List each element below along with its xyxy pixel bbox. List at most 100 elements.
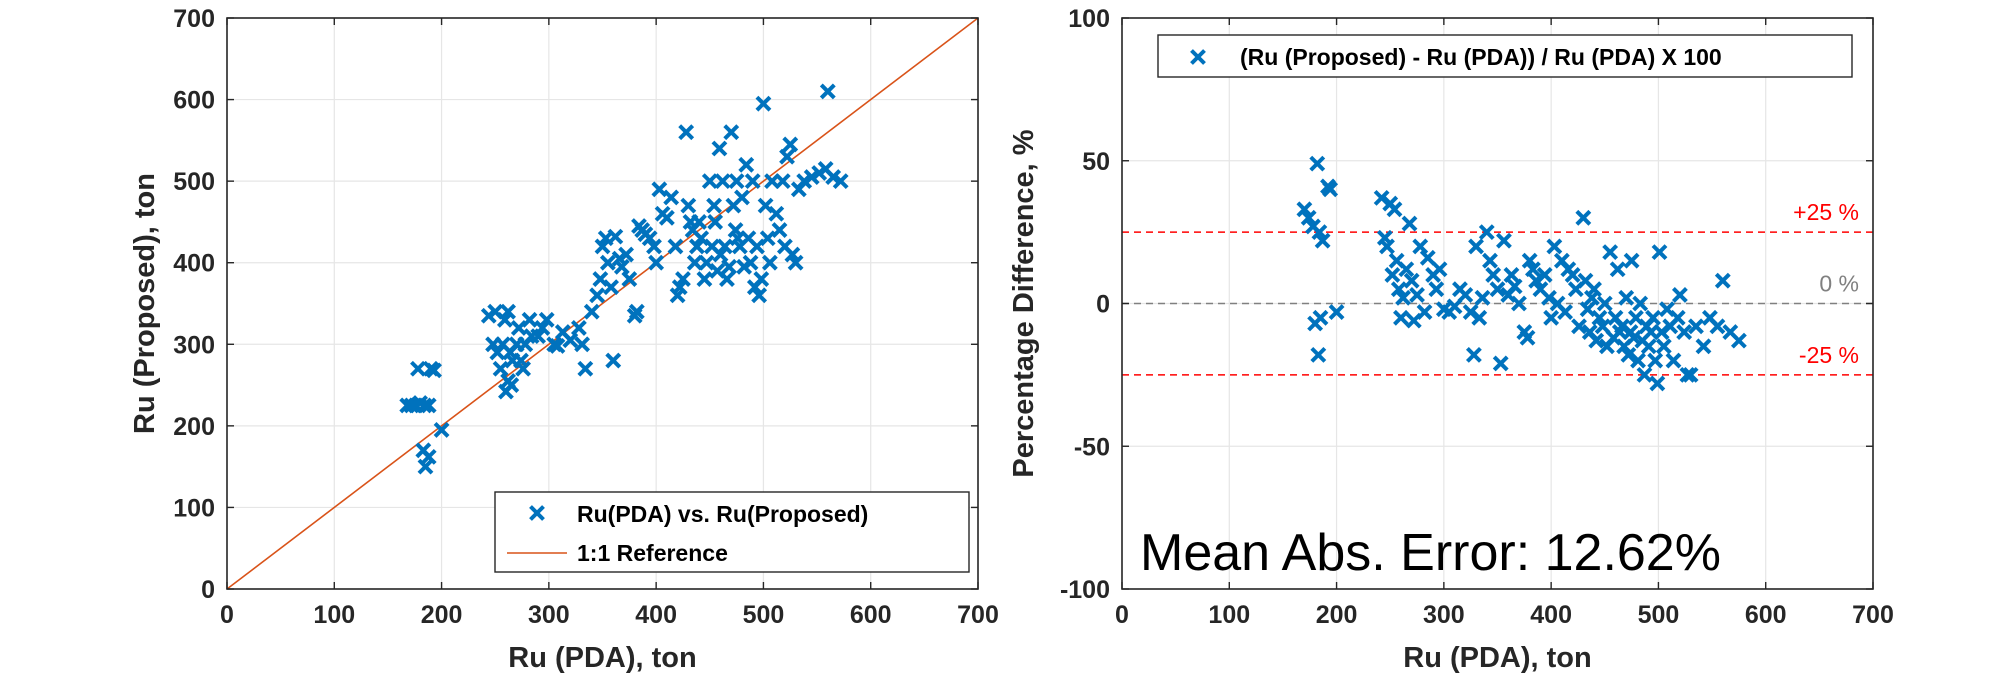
marker-stroke [1630, 352, 1646, 369]
marker-stroke [1398, 261, 1415, 278]
data-point [779, 148, 795, 165]
x-tick-label: 0 [220, 601, 234, 629]
marker-stroke [1671, 287, 1688, 303]
data-point [570, 320, 587, 336]
marker-stroke [1632, 295, 1649, 312]
marker-stroke [570, 320, 587, 336]
data-point [711, 140, 728, 157]
marker-stroke [706, 197, 722, 214]
marker-stroke [1379, 238, 1395, 255]
marker-stroke [1647, 352, 1664, 369]
data-point [744, 173, 761, 190]
marker-stroke [646, 238, 662, 255]
data-point [1655, 338, 1672, 355]
x-tick-label: 500 [743, 601, 785, 629]
marker-stroke [1311, 224, 1328, 241]
reference-lines: +25 % 0 % -25 % [1122, 199, 1873, 376]
marker-stroke [675, 271, 691, 287]
marker-stroke [628, 303, 645, 320]
marker-stroke [1655, 338, 1672, 355]
marker-stroke [1536, 267, 1553, 283]
data-point [1651, 244, 1668, 261]
marker-stroke [1730, 332, 1747, 349]
grid [226, 17, 979, 590]
data-point [723, 124, 740, 141]
y-tick-label: 400 [173, 250, 215, 278]
data-point [1669, 309, 1686, 326]
data-point [688, 238, 705, 255]
y-tick-label: 700 [173, 5, 215, 33]
data-point [1676, 324, 1693, 340]
data-point [1462, 304, 1479, 320]
marker-stroke [1485, 267, 1502, 283]
data-point [1309, 155, 1326, 172]
marker-stroke [1416, 304, 1433, 320]
data-point [1398, 261, 1415, 278]
data-point [1536, 267, 1553, 283]
data-point [530, 328, 547, 345]
marker-stroke [1312, 309, 1329, 326]
marker-stroke [592, 271, 609, 287]
reference-line-1to1 [226, 17, 979, 590]
x-tick-label: 700 [1852, 601, 1894, 629]
data-point [1602, 244, 1619, 261]
marker-stroke [1594, 318, 1611, 335]
marker-stroke [607, 228, 624, 245]
data-point [761, 254, 778, 271]
x-axis-label: Ru (PDA), ton [1403, 642, 1591, 674]
y-tick-label: 100 [173, 494, 215, 522]
data-point [1632, 295, 1649, 312]
marker-stroke [779, 148, 795, 165]
data-point [753, 271, 770, 287]
marker-stroke [680, 197, 697, 214]
marker-stroke [711, 140, 728, 157]
marker-stroke [589, 287, 606, 304]
data-point [1492, 355, 1509, 372]
marker-stroke [709, 262, 726, 279]
marker-stroke [1702, 309, 1718, 326]
data-point [1679, 366, 1696, 383]
data-point [628, 303, 645, 320]
marker-stroke [751, 287, 768, 304]
data-point [734, 189, 750, 206]
data-point [796, 173, 813, 190]
data-point [1511, 295, 1527, 312]
data-point [1386, 201, 1403, 218]
marker-stroke [1190, 49, 1206, 65]
data-point [420, 448, 437, 465]
data-point [1571, 318, 1587, 335]
data-point [562, 332, 579, 349]
marker-stroke [1300, 209, 1317, 226]
marker-stroke [667, 238, 684, 255]
legend-x-symbol [529, 505, 545, 521]
data-point [1485, 267, 1502, 283]
data-point [1636, 366, 1653, 383]
data-point [832, 173, 849, 190]
data-point [1528, 272, 1545, 289]
marker-stroke [1388, 252, 1405, 269]
marker-stroke [538, 311, 555, 328]
marker-stroke [1557, 304, 1574, 320]
x-tick-label: 700 [957, 601, 999, 629]
marker-stroke [707, 214, 724, 230]
marker-stroke [530, 328, 547, 345]
data-point [1709, 318, 1726, 335]
marker-stroke [1602, 244, 1619, 261]
data-point [1296, 201, 1313, 218]
data-point [599, 254, 616, 271]
data-point [1665, 352, 1682, 369]
x-tick-label: 200 [1316, 601, 1358, 629]
data-point [1647, 352, 1664, 369]
data-point [605, 352, 622, 369]
data-point [574, 336, 591, 353]
marker-stroke [1465, 346, 1482, 363]
data-point [603, 279, 619, 296]
marker-stroke [1620, 346, 1637, 363]
marker-stroke [1328, 304, 1345, 320]
marker-stroke [618, 246, 635, 263]
legend-x-symbol [1190, 49, 1206, 65]
marker-stroke [1640, 338, 1657, 355]
data-point [675, 271, 691, 287]
marker-stroke [1386, 201, 1403, 218]
